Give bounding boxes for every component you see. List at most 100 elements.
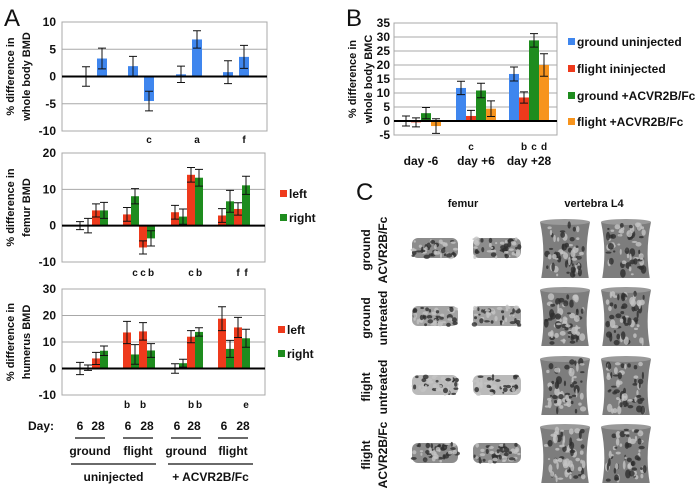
trabecula — [628, 266, 632, 272]
trabecula — [423, 254, 430, 259]
trabecula — [611, 385, 617, 388]
trabecula — [614, 474, 619, 481]
bar — [226, 348, 234, 369]
trabecula — [496, 449, 500, 454]
trabecula — [422, 457, 428, 463]
trabecula — [620, 311, 625, 315]
trabecula — [570, 463, 575, 472]
condition-label: flight — [218, 444, 247, 458]
error-bar — [226, 189, 234, 213]
trabecula — [634, 222, 641, 228]
error-bar — [100, 345, 108, 357]
trabecula — [560, 251, 566, 254]
error-bar — [187, 167, 195, 183]
trabecula — [479, 318, 484, 324]
trabecula — [499, 447, 503, 452]
y-tick-label: 20 — [43, 309, 57, 323]
trabecula — [609, 302, 614, 307]
trabecula — [625, 442, 632, 448]
trabecula — [638, 382, 641, 389]
trabecula — [569, 474, 572, 480]
trabecula — [484, 309, 491, 312]
trabecula — [513, 375, 518, 380]
trabecula — [574, 360, 577, 366]
trabecula — [490, 252, 497, 257]
trabecula — [575, 245, 579, 248]
trabecula — [559, 230, 566, 233]
error-bar — [145, 90, 153, 112]
trabecula — [574, 326, 581, 330]
trabecula — [489, 389, 495, 393]
trabecula — [626, 457, 632, 463]
day-value: 6 — [221, 419, 228, 433]
day-value: 28 — [91, 419, 105, 433]
error-bar — [193, 30, 201, 49]
trabecula — [575, 388, 578, 398]
chart-1: -10 -5 0 5 10 % difference in whole body BMD c a… — [5, 15, 268, 146]
trabecula — [442, 454, 446, 460]
trabecula — [556, 406, 559, 415]
trabecula — [480, 238, 484, 243]
vertebra-endplate — [601, 219, 651, 225]
error-bar — [100, 201, 108, 219]
trabecula — [559, 444, 565, 448]
trabecula — [613, 367, 618, 375]
significance-letter: c — [188, 268, 194, 279]
significance-letter: f — [236, 268, 240, 279]
trabecula — [605, 331, 613, 338]
trabecula — [474, 250, 480, 254]
trabecula — [575, 457, 581, 462]
trabecula — [569, 437, 573, 446]
trabecula — [453, 387, 459, 390]
trabecula — [614, 224, 621, 230]
trabecula — [562, 435, 566, 444]
trabecula — [514, 447, 520, 453]
bar — [100, 350, 108, 369]
trabecula — [569, 312, 576, 319]
y-tick-label: 35 — [377, 16, 391, 30]
trabecula — [433, 243, 437, 250]
trabecula — [581, 460, 586, 469]
trabecula — [637, 438, 642, 445]
error-bar — [540, 53, 548, 77]
vertebra-endplate — [601, 424, 651, 430]
trabecula — [552, 434, 558, 444]
trabecula — [512, 308, 515, 314]
trabecula — [432, 321, 438, 327]
bar — [234, 327, 242, 369]
trabecula — [627, 363, 631, 368]
x-category-label: day +6 — [457, 154, 495, 168]
trabecula — [628, 470, 635, 477]
trabecula — [546, 265, 549, 270]
y-tick-label: -10 — [39, 124, 57, 138]
bar — [539, 65, 549, 121]
trabecula — [501, 319, 505, 325]
trabecula — [477, 375, 484, 378]
trabecula — [544, 405, 550, 408]
bar — [242, 338, 250, 369]
plot-frame — [393, 22, 558, 136]
trabecula — [624, 456, 627, 460]
trabecula — [556, 461, 559, 470]
trabecula — [616, 396, 621, 401]
trabecula — [569, 367, 572, 374]
trabecula — [427, 380, 434, 384]
trabecula — [413, 240, 416, 243]
trabecula — [424, 384, 428, 390]
femur-image — [410, 441, 460, 463]
trabecula — [488, 243, 492, 248]
y-tick-label: 25 — [377, 44, 391, 58]
row-label: flight — [359, 440, 373, 469]
trabecula — [422, 311, 429, 316]
trabecula — [638, 253, 644, 260]
error-bar — [240, 44, 248, 69]
trabecula — [425, 307, 429, 312]
trabecula — [623, 431, 630, 435]
bar — [234, 208, 242, 226]
femur-image — [472, 374, 521, 396]
trabecula — [491, 374, 495, 379]
trabecula — [543, 444, 549, 447]
